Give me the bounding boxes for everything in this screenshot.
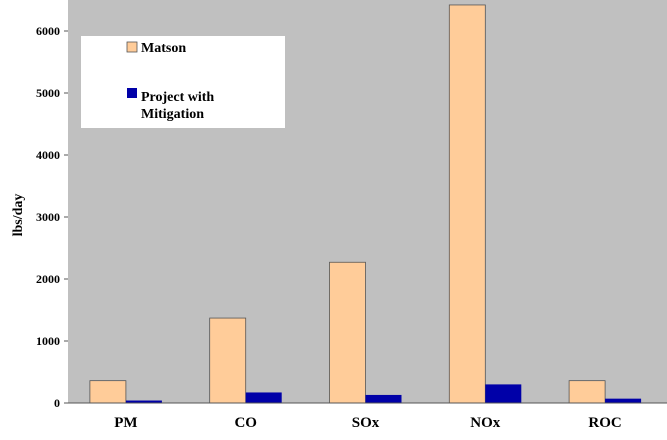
y-tick-label: 2000 xyxy=(36,272,60,286)
bar-project-pm xyxy=(125,400,162,403)
legend-swatch-matson xyxy=(126,41,138,53)
x-tick-label: NOx xyxy=(470,415,501,431)
y-tick-label: 4000 xyxy=(36,148,60,162)
legend-label-matson: Matson xyxy=(141,41,186,56)
bar-matson-sox xyxy=(329,261,366,404)
bars xyxy=(89,4,642,404)
legend-label-project: Project with Mitigation xyxy=(141,90,218,122)
bar-project-sox xyxy=(365,394,402,403)
y-tick-label: 5000 xyxy=(36,86,60,100)
legend-box xyxy=(81,36,285,128)
x-axis: PM CO SOx NOx ROC xyxy=(114,415,622,431)
y-tick-label: 0 xyxy=(54,396,60,410)
y-tick-label: 6000 xyxy=(36,24,60,38)
y-tick-label: 3000 xyxy=(36,210,60,224)
bar-project-co xyxy=(245,392,282,403)
x-tick-label: ROC xyxy=(588,415,621,431)
y-axis-label: lbs/day xyxy=(11,194,26,237)
y-tick-label: 1000 xyxy=(36,334,60,348)
bar-project-nox xyxy=(485,384,522,403)
x-tick-label: PM xyxy=(114,415,137,431)
legend: Matson Project with Mitigation xyxy=(81,36,285,128)
y-axis: 0 1000 2000 3000 4000 5000 6000 xyxy=(36,24,68,410)
x-tick-label: CO xyxy=(234,415,257,431)
bar-matson-pm xyxy=(89,380,127,404)
legend-swatch-project xyxy=(127,88,137,98)
bar-matson-nox xyxy=(448,4,486,404)
bar-matson-roc xyxy=(568,380,606,404)
bar-matson-co xyxy=(209,317,247,404)
x-tick-label: SOx xyxy=(352,415,380,431)
bar-project-roc xyxy=(605,398,642,403)
